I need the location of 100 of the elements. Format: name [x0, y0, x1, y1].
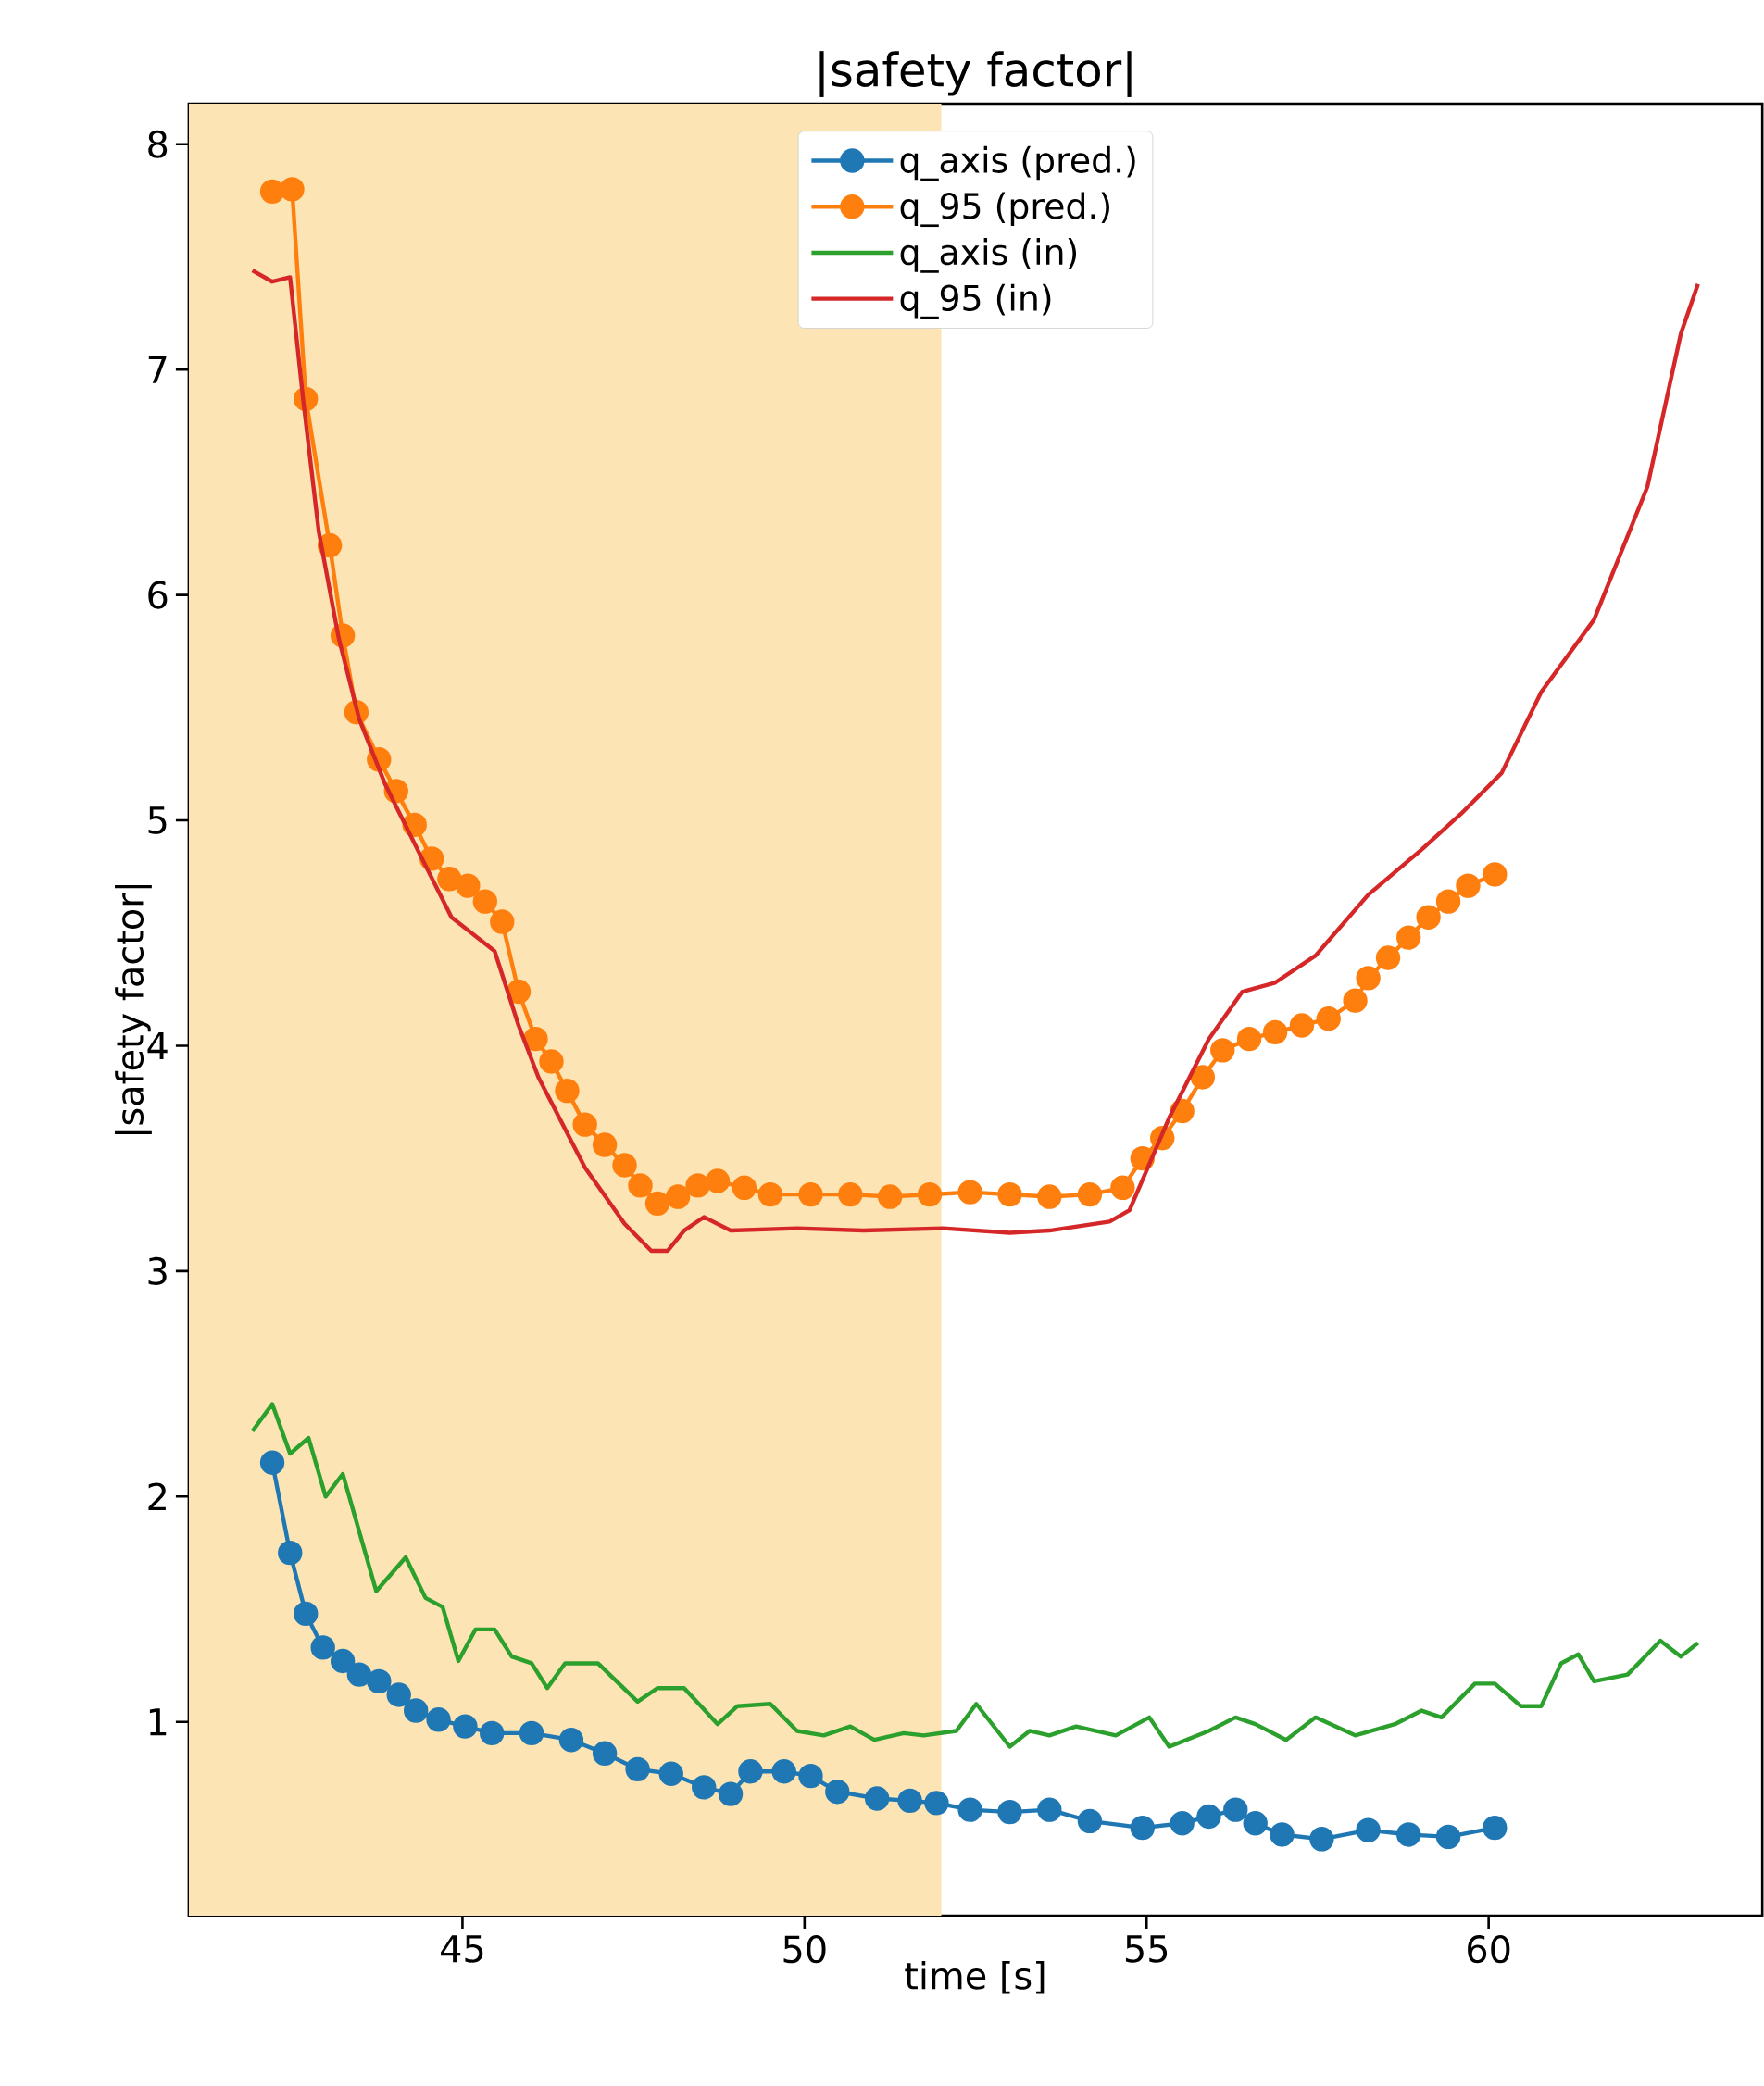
point — [1196, 1804, 1221, 1830]
x-tick-label: 60 — [1468, 1935, 1510, 1964]
point — [1037, 1797, 1062, 1822]
point — [310, 1635, 335, 1660]
point — [665, 1184, 691, 1209]
y-tick-label: 2 — [148, 1482, 166, 1511]
point — [825, 1779, 850, 1805]
point — [838, 1181, 863, 1207]
point — [1483, 1815, 1508, 1841]
point — [259, 179, 285, 205]
point — [280, 177, 305, 202]
point — [1289, 1013, 1315, 1038]
x-axis-title: time [s] — [905, 1960, 1045, 1994]
line-series — [250, 1402, 1700, 1749]
point — [572, 1112, 597, 1137]
point — [1395, 1822, 1421, 1847]
point — [367, 1668, 392, 1694]
chart-title: |safety factor| — [819, 51, 1132, 97]
point — [957, 1180, 982, 1205]
legend-label: q_axis (in) — [900, 238, 1076, 273]
point — [330, 1648, 356, 1674]
point — [798, 1763, 823, 1789]
point — [625, 1756, 650, 1782]
point — [592, 1132, 618, 1157]
point — [644, 1191, 670, 1217]
legend-label: q_axis (pred.) — [900, 145, 1135, 181]
y-tick-label: 3 — [148, 1256, 167, 1285]
point — [346, 1662, 371, 1687]
point — [558, 1728, 584, 1753]
point — [523, 1026, 548, 1052]
point — [386, 1682, 411, 1707]
legend-label: q_95 (pred.) — [900, 192, 1109, 228]
point — [1209, 1038, 1235, 1063]
point — [1356, 1817, 1381, 1842]
point — [738, 1759, 763, 1784]
point — [479, 1720, 505, 1746]
point — [490, 909, 515, 934]
point — [1243, 1811, 1268, 1836]
y-tick-label: 6 — [148, 581, 168, 609]
point — [403, 1698, 429, 1723]
point — [293, 1601, 319, 1627]
point — [277, 1540, 303, 1566]
point — [1395, 925, 1421, 950]
point — [1077, 1808, 1103, 1834]
point — [1170, 1811, 1195, 1836]
point — [957, 1797, 982, 1822]
point — [1110, 1175, 1135, 1201]
point — [705, 1168, 731, 1193]
point — [997, 1799, 1022, 1825]
point — [1343, 988, 1368, 1013]
point — [685, 1173, 710, 1198]
y-tick-label: 5 — [148, 806, 167, 834]
point — [555, 1078, 580, 1104]
point — [1435, 889, 1461, 914]
point — [864, 1786, 890, 1811]
point — [1223, 1797, 1248, 1822]
point — [1077, 1181, 1103, 1207]
point — [1190, 1065, 1215, 1090]
legend-label: q_95 (in) — [900, 283, 1051, 319]
point — [506, 979, 532, 1005]
point — [897, 1788, 922, 1814]
point — [798, 1181, 823, 1207]
y-tick-label: 7 — [148, 356, 167, 383]
point — [1037, 1184, 1062, 1209]
point — [1375, 945, 1401, 970]
x-tick-label: 45 — [440, 1935, 483, 1963]
point — [1236, 1026, 1262, 1052]
point — [997, 1181, 1022, 1207]
point — [757, 1181, 783, 1207]
point — [519, 1720, 544, 1746]
point — [1435, 1824, 1461, 1850]
point — [1316, 1006, 1341, 1031]
point — [658, 1761, 683, 1786]
point — [612, 1153, 637, 1178]
y-tick-label: 8 — [148, 130, 168, 158]
y-tick-label: 1 — [149, 1708, 167, 1736]
point — [456, 873, 481, 898]
point — [472, 889, 497, 914]
point — [732, 1175, 757, 1201]
point — [453, 1714, 478, 1739]
point — [1356, 966, 1381, 991]
point — [592, 1741, 618, 1767]
point — [718, 1781, 744, 1806]
point — [539, 1049, 564, 1074]
point — [924, 1791, 949, 1816]
point — [628, 1173, 653, 1198]
point — [917, 1181, 943, 1207]
point — [877, 1184, 903, 1209]
point — [1456, 873, 1481, 898]
point — [1483, 862, 1508, 887]
point — [1270, 1822, 1295, 1847]
point — [1309, 1827, 1334, 1852]
point — [1130, 1815, 1155, 1841]
point — [1416, 905, 1441, 930]
point — [771, 1759, 796, 1784]
point — [259, 1450, 285, 1475]
point — [437, 867, 462, 892]
point — [691, 1775, 717, 1800]
x-tick-label: 50 — [783, 1935, 826, 1964]
x-tick-label: 55 — [1125, 1935, 1168, 1963]
